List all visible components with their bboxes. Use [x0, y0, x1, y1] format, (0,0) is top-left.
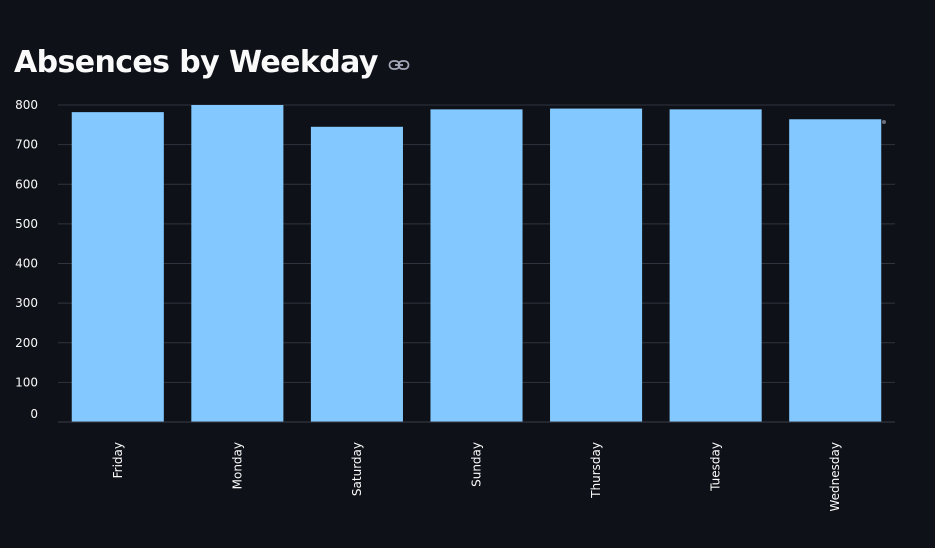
y-tick-label: 300 — [15, 296, 38, 310]
y-tick-label: 500 — [15, 217, 38, 231]
y-tick-label: 0 — [30, 407, 38, 421]
bar-friday[interactable] — [71, 112, 164, 422]
bar-saturday[interactable] — [310, 126, 403, 422]
x-tick-label: Tuesday — [709, 442, 723, 492]
y-tick-label: 400 — [15, 257, 38, 271]
y-tick-label: 600 — [15, 177, 38, 191]
x-tick-label: Friday — [111, 442, 125, 478]
bar-wednesday[interactable] — [789, 119, 882, 422]
bar-sunday[interactable] — [430, 109, 523, 422]
x-tick-label: Saturday — [350, 442, 364, 496]
x-tick-label: Monday — [230, 442, 244, 489]
bar-tuesday[interactable] — [669, 109, 762, 422]
bar-thursday[interactable] — [550, 108, 643, 422]
x-tick-label: Wednesday — [828, 442, 842, 511]
page-title: Absences by Weekday — [14, 44, 378, 80]
y-tick-label: 100 — [15, 375, 38, 389]
page-header: Absences by Weekday — [14, 38, 410, 86]
y-tick-label: 800 — [15, 98, 38, 112]
y-tick-label: 200 — [15, 336, 38, 350]
x-tick-label: Thursday — [589, 442, 603, 499]
x-tick-label: Sunday — [470, 442, 484, 487]
bar-monday[interactable] — [191, 105, 284, 422]
link-icon[interactable] — [388, 58, 410, 72]
y-tick-label: 700 — [15, 138, 38, 152]
